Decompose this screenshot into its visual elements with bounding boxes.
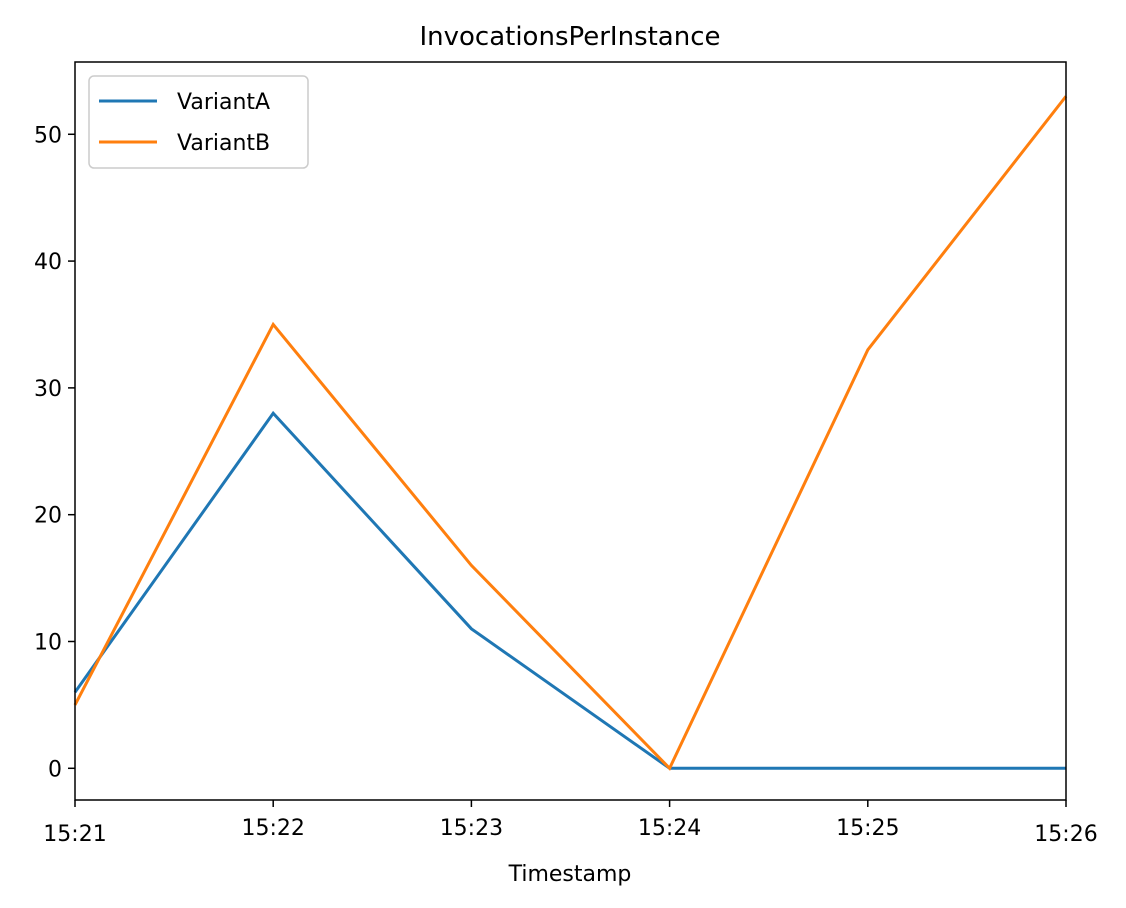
x-axis: 15:21 15:22 15:23 15:24 15:25 15:26: [43, 800, 1098, 847]
y-tick-label: 20: [34, 504, 62, 529]
plot-frame: [74, 61, 1067, 801]
series-line-variantb: [73, 95, 1068, 771]
x-tick-label: 15:21: [43, 822, 106, 847]
y-axis: 0 10 20 30 40 50: [34, 123, 75, 782]
legend-label-varianta: VariantA: [177, 90, 270, 115]
legend-box: [88, 75, 309, 169]
series-line-varianta: [73, 410, 1066, 770]
x-tick-label: 15:22: [241, 816, 304, 841]
y-tick-label: 40: [34, 250, 62, 275]
y-tick-label: 30: [34, 377, 62, 402]
y-tick-label: 50: [34, 123, 62, 148]
x-tick-label: 15:25: [836, 816, 899, 841]
series-layer: [73, 95, 1068, 771]
x-tick-label: 15:23: [440, 816, 503, 841]
y-tick-label: 0: [48, 757, 62, 782]
legend: VariantA VariantB: [88, 75, 309, 169]
y-tick-label: 10: [34, 630, 62, 655]
legend-label-variantb: VariantB: [177, 131, 270, 156]
x-tick-label: 15:26: [1034, 822, 1097, 847]
chart-title: InvocationsPerInstance: [419, 22, 720, 52]
x-tick-label: 15:24: [638, 816, 701, 841]
x-axis-title: Timestamp: [508, 862, 632, 887]
